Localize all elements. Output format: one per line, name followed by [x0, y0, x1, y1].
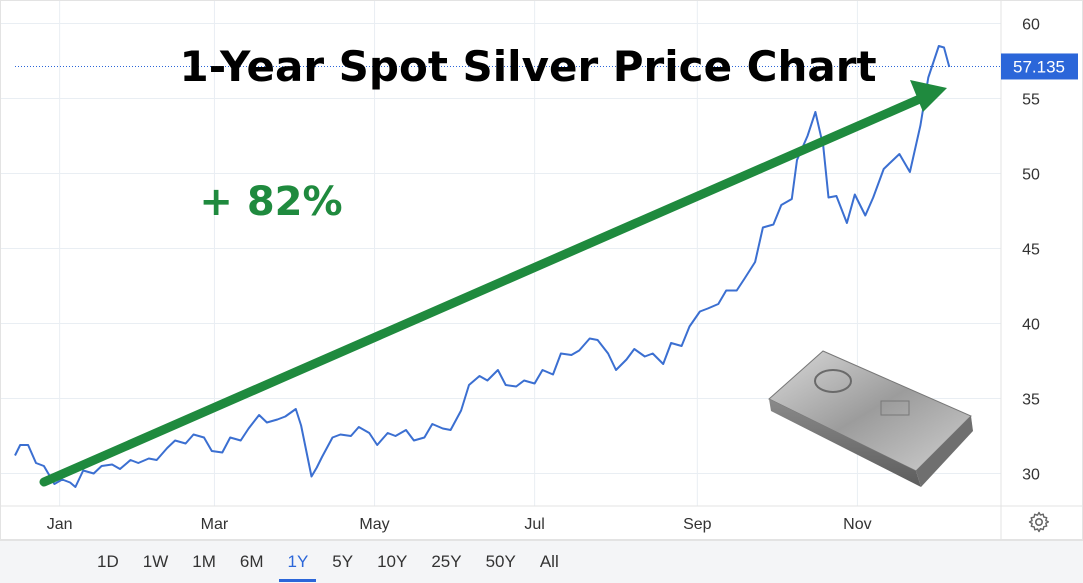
silver-bar-image — [768, 350, 973, 487]
y-tick-label: 50 — [1022, 167, 1040, 184]
trend-arrow — [39, 80, 947, 487]
x-tick-label: Jul — [524, 516, 544, 533]
range-button-all[interactable]: All — [528, 544, 571, 580]
y-tick-label: 45 — [1022, 242, 1040, 259]
x-tick-label: Sep — [683, 516, 712, 533]
gear-icon[interactable] — [1027, 510, 1051, 534]
y-tick-label: 35 — [1022, 392, 1040, 409]
x-tick-label: Nov — [843, 516, 871, 533]
range-button-1y[interactable]: 1Y — [275, 544, 320, 582]
x-tick-label: Mar — [201, 516, 229, 533]
range-button-1d[interactable]: 1D — [85, 544, 131, 580]
x-tick-label: Jan — [47, 516, 73, 533]
chart-title: 1-Year Spot Silver Price Chart — [179, 42, 876, 91]
chart-panel: 30 35 40 45 50 55 60 Jan Mar May Jul Sep Nov 1-Year… — [0, 0, 1083, 541]
silver-price-chart: 30 35 40 45 50 55 60 Jan Mar May Jul Sep Nov 1-Year… — [1, 1, 1083, 541]
y-tick-label: 55 — [1022, 92, 1040, 109]
range-button-1m[interactable]: 1M — [180, 544, 228, 580]
range-button-6m[interactable]: 6M — [228, 544, 276, 580]
x-tick-label: May — [359, 516, 389, 533]
range-button-1w[interactable]: 1W — [131, 544, 181, 580]
range-button-5y[interactable]: 5Y — [320, 544, 365, 580]
y-axis-ticks: 30 35 40 45 50 55 60 — [1022, 17, 1040, 484]
y-tick-label: 30 — [1022, 467, 1040, 484]
current-price-badge: 57.135 — [1001, 53, 1078, 80]
time-range-selector: 1D 1W 1M 6M 1Y 5Y 10Y 25Y 50Y All — [0, 540, 1083, 583]
range-button-50y[interactable]: 50Y — [474, 544, 528, 580]
current-price-label: 57.135 — [1013, 57, 1065, 76]
y-tick-label: 60 — [1022, 17, 1040, 34]
range-button-10y[interactable]: 10Y — [365, 544, 419, 580]
grid-lines — [1, 1, 1083, 541]
y-tick-label: 40 — [1022, 317, 1040, 334]
range-button-25y[interactable]: 25Y — [419, 544, 473, 580]
percent-change-annotation: + 82% — [199, 179, 342, 225]
x-axis-ticks: Jan Mar May Jul Sep Nov — [47, 516, 872, 533]
